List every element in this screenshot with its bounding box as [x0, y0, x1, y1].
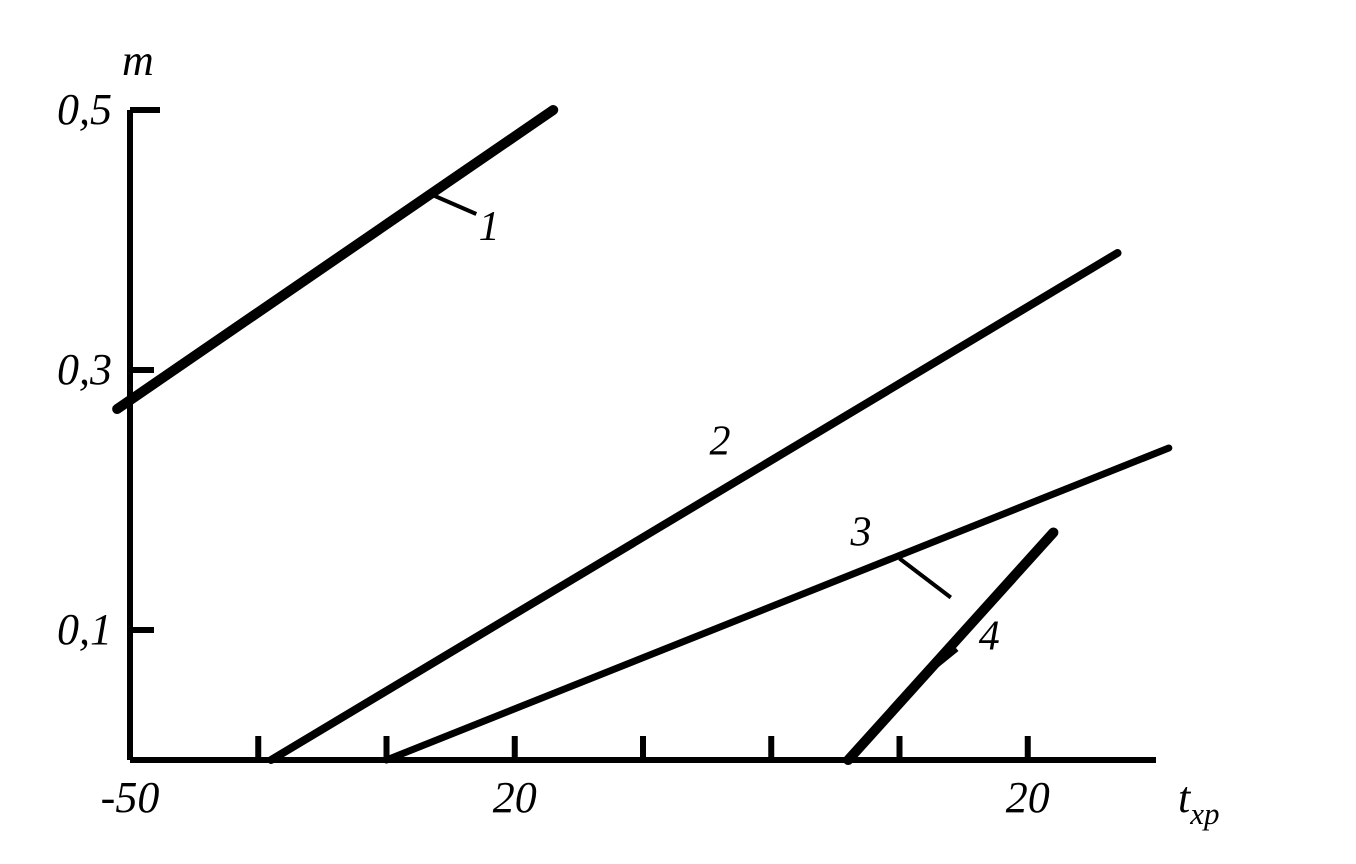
x-axis-label: txp: [1178, 773, 1220, 831]
y-axis-label: m: [122, 36, 154, 85]
series-label-1: 1: [479, 204, 500, 250]
series-label-3: 3: [850, 510, 872, 556]
series-label-2: 2: [709, 419, 730, 465]
series-line-3: [387, 448, 1169, 760]
x-tick-label: 20: [1006, 773, 1050, 822]
x-tick-label: -50: [101, 773, 160, 822]
line-chart: 20 -50 20 0,1 0,3 0,5m txp 1 2 3 4: [0, 0, 1356, 864]
series-line-1: [117, 110, 553, 409]
y-tick-label: 0,5: [57, 85, 112, 134]
y-tick-label: 0,1: [57, 605, 112, 654]
series-line-2: [271, 253, 1117, 760]
series-label-4: 4: [979, 614, 1000, 660]
series-callout-3: [900, 559, 951, 598]
series-callout-1: [431, 195, 476, 215]
y-tick-label: 0,3: [57, 345, 112, 394]
chart-svg: 20 -50 20 0,1 0,3 0,5m txp 1 2 3 4: [0, 0, 1356, 864]
x-tick-label: 20: [493, 773, 537, 822]
